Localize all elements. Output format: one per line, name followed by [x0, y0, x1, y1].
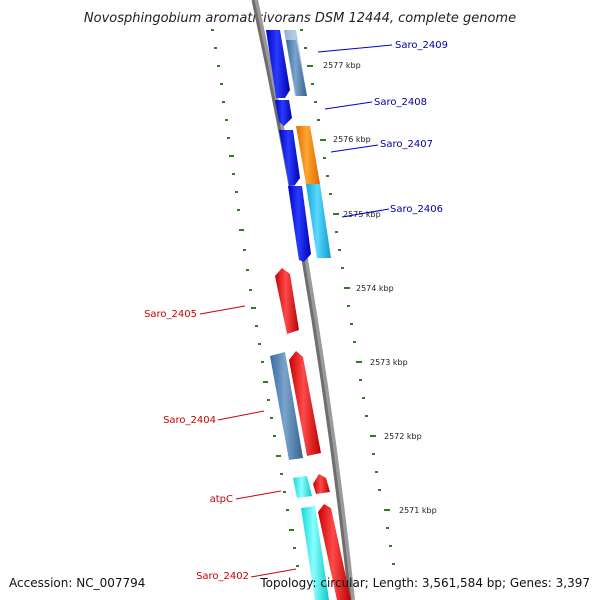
gene-label[interactable]: Saro_2405	[144, 309, 197, 320]
gene-feature-blue-1[interactable]	[266, 30, 290, 98]
gene-label[interactable]: Saro_2402	[196, 571, 249, 582]
position-label: 2571 kbp	[399, 506, 437, 515]
gene-label[interactable]: atpC	[210, 494, 233, 505]
gene-feature-red-2[interactable]	[289, 351, 321, 456]
position-label: 2575 kbp	[343, 210, 381, 219]
position-label: 2576 kbp	[333, 135, 371, 144]
gene-feature-blue-4[interactable]	[288, 186, 311, 262]
gene-feature-red-3[interactable]	[313, 474, 330, 494]
gene-feature-saro-2402[interactable]	[301, 506, 329, 600]
gene-feature-blue-3[interactable]	[279, 130, 300, 186]
backbone-shadow	[252, 0, 355, 600]
gene-feature-saro-2405[interactable]	[275, 268, 299, 334]
gene-feature-saro-2409[interactable]	[284, 30, 307, 96]
gene-feature-atpc[interactable]	[293, 476, 312, 498]
outer-scale	[300, 29, 395, 565]
genome-title: Novosphingobium aromaticivorans DSM 1244…	[84, 11, 516, 26]
gene-label[interactable]: Saro_2408	[374, 97, 427, 108]
inner-scale	[211, 29, 299, 567]
gene-feature-red-4[interactable]	[318, 504, 351, 600]
accession-text: Accession: NC_007794	[9, 576, 145, 590]
gene-label[interactable]: Saro_2407	[380, 139, 433, 150]
gene-feature-saro-2404[interactable]	[270, 352, 303, 460]
genome-backbone	[251, 0, 352, 600]
position-label: 2572 kbp	[384, 432, 422, 441]
gene-feature-saro-2406[interactable]	[306, 184, 331, 258]
gene-label[interactable]: Saro_2404	[163, 415, 216, 426]
gene-feature-saro-2407[interactable]	[296, 126, 320, 184]
gene-feature-saro-2408[interactable]	[275, 100, 292, 126]
position-label: 2573 kbp	[370, 358, 408, 367]
gene-label[interactable]: Saro_2409	[395, 40, 448, 51]
topology-text: Topology: circular; Length: 3,561,584 bp…	[259, 576, 590, 590]
position-label: 2577 kbp	[323, 61, 361, 70]
callout-lines	[199, 44, 393, 578]
position-label: 2574 kbp	[356, 284, 394, 293]
gene-label[interactable]: Saro_2406	[390, 204, 443, 215]
